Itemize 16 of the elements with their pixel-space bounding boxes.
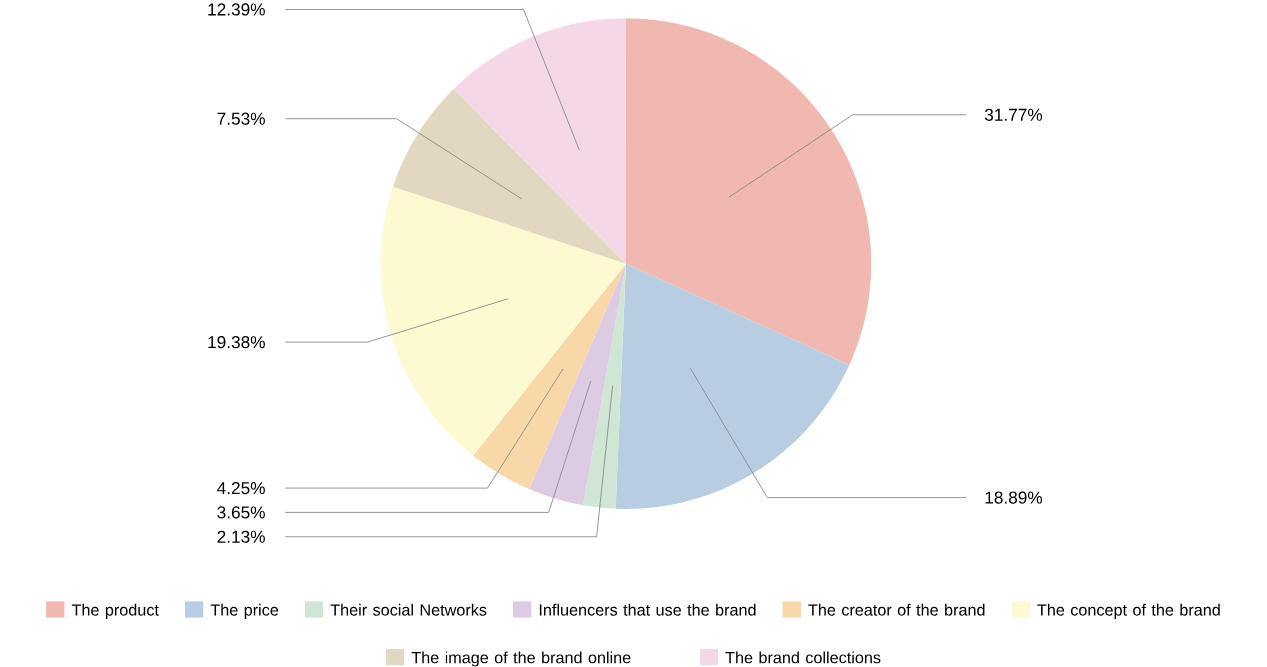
data-label: 12.39%: [208, 3, 265, 16]
data-label: 2.13%: [217, 530, 265, 544]
legend-label: The concept of the brand: [1037, 604, 1220, 620]
legend-label: The brand collections: [725, 651, 881, 664]
data-label: 3.65%: [217, 506, 265, 519]
legend-label: Their social Networks: [330, 604, 487, 616]
legend-label: The creator of the brand: [808, 604, 985, 616]
legend-label: The image of the brand online: [411, 651, 631, 667]
legend-label: The price: [210, 604, 279, 620]
legend-label: The product: [71, 604, 159, 620]
data-label: 31.77%: [984, 108, 1043, 122]
data-label: 19.38%: [208, 336, 265, 349]
data-label: 18.89%: [985, 491, 1043, 504]
data-label: 4.25%: [217, 482, 265, 495]
data-label: 7.53%: [217, 112, 265, 126]
legend-label: Influencers that use the brand: [539, 604, 756, 616]
